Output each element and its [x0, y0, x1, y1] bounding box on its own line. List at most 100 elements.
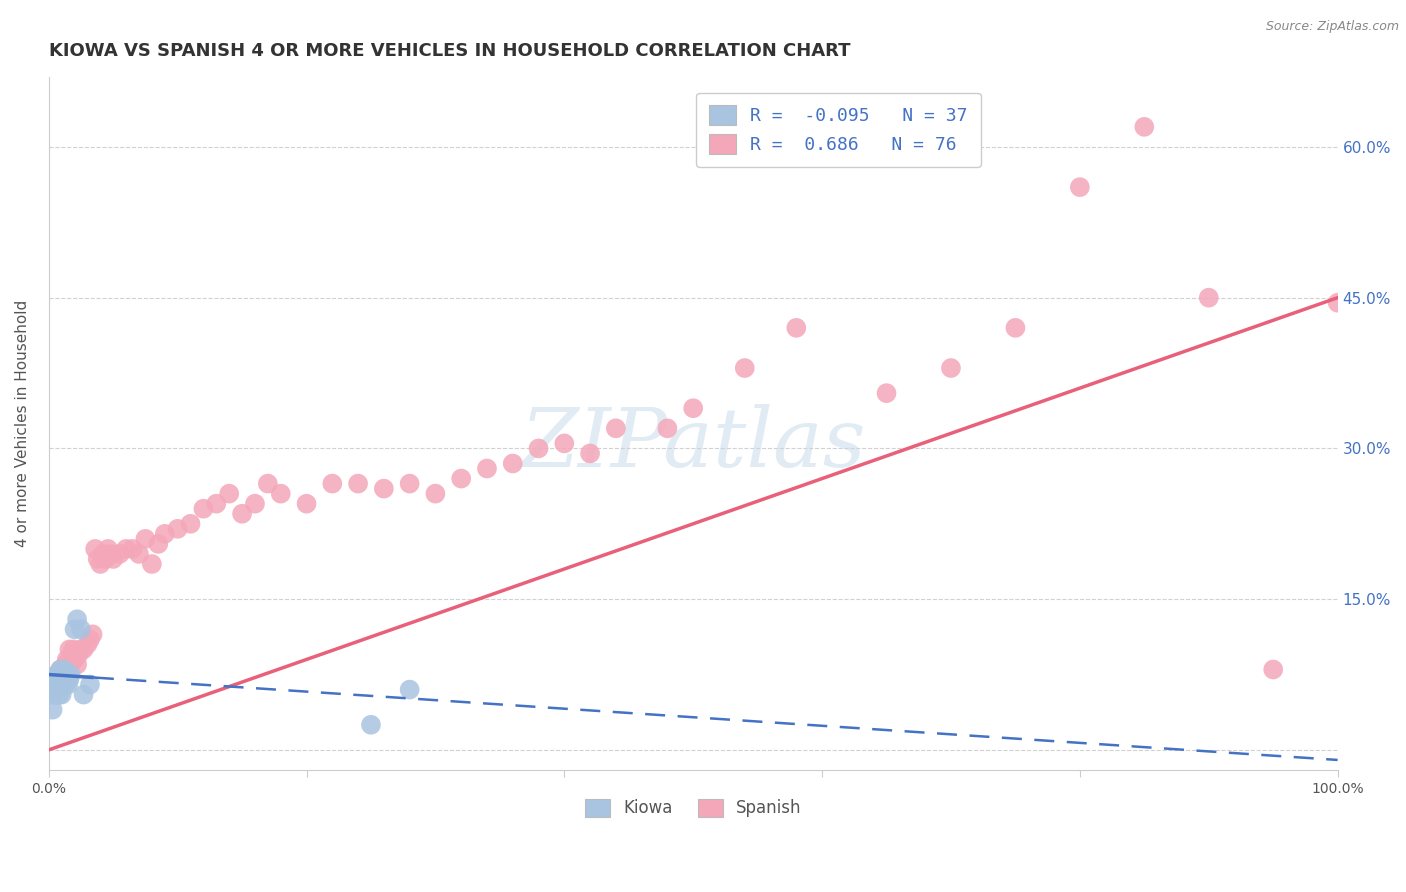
Point	[52, 667, 75, 681]
Point	[373, 482, 395, 496]
Point	[475, 461, 498, 475]
Point	[62, 642, 84, 657]
Point	[1326, 295, 1348, 310]
Point	[63, 623, 86, 637]
Point	[53, 663, 76, 677]
Point	[785, 321, 807, 335]
Point	[270, 486, 292, 500]
Point	[66, 612, 89, 626]
Point	[48, 688, 70, 702]
Point	[49, 663, 72, 677]
Point	[82, 627, 104, 641]
Point	[876, 386, 898, 401]
Point	[41, 688, 63, 702]
Point	[347, 476, 370, 491]
Point	[55, 677, 77, 691]
Point	[42, 677, 65, 691]
Point	[58, 673, 80, 687]
Point	[59, 667, 82, 681]
Point	[79, 677, 101, 691]
Point	[45, 682, 67, 697]
Point	[91, 547, 114, 561]
Point	[527, 442, 550, 456]
Point	[128, 547, 150, 561]
Point	[66, 657, 89, 672]
Point	[44, 673, 66, 687]
Point	[44, 673, 66, 687]
Point	[166, 522, 188, 536]
Point	[734, 361, 756, 376]
Point	[49, 663, 72, 677]
Point	[425, 486, 447, 500]
Text: ZIPatlas: ZIPatlas	[520, 404, 866, 484]
Point	[103, 552, 125, 566]
Point	[450, 472, 472, 486]
Point	[59, 657, 82, 672]
Point	[46, 688, 69, 702]
Point	[46, 667, 69, 681]
Point	[67, 648, 90, 662]
Point	[553, 436, 575, 450]
Point	[1069, 180, 1091, 194]
Point	[84, 541, 107, 556]
Point	[49, 682, 72, 697]
Point	[193, 501, 215, 516]
Point	[51, 677, 73, 691]
Point	[44, 688, 66, 702]
Point	[100, 547, 122, 561]
Point	[45, 682, 67, 697]
Point	[115, 541, 138, 556]
Point	[231, 507, 253, 521]
Point	[55, 657, 77, 672]
Point	[42, 673, 65, 687]
Point	[79, 632, 101, 647]
Point	[70, 623, 93, 637]
Point	[398, 682, 420, 697]
Point	[321, 476, 343, 491]
Point	[939, 361, 962, 376]
Point	[46, 677, 69, 691]
Point	[1263, 663, 1285, 677]
Point	[52, 677, 75, 691]
Point	[63, 652, 86, 666]
Point	[76, 637, 98, 651]
Text: KIOWA VS SPANISH 4 OR MORE VEHICLES IN HOUSEHOLD CORRELATION CHART: KIOWA VS SPANISH 4 OR MORE VEHICLES IN H…	[49, 42, 851, 60]
Point	[65, 648, 87, 662]
Point	[148, 537, 170, 551]
Point	[72, 642, 94, 657]
Point	[153, 526, 176, 541]
Point	[97, 541, 120, 556]
Point	[579, 446, 602, 460]
Point	[141, 557, 163, 571]
Point	[42, 677, 65, 691]
Point	[56, 677, 79, 691]
Point	[218, 486, 240, 500]
Point	[70, 642, 93, 657]
Point	[58, 642, 80, 657]
Point	[52, 667, 75, 681]
Point	[257, 476, 280, 491]
Point	[56, 667, 79, 681]
Legend: Kiowa, Spanish: Kiowa, Spanish	[578, 792, 808, 824]
Point	[48, 673, 70, 687]
Point	[1133, 120, 1156, 134]
Point	[94, 552, 117, 566]
Point	[398, 476, 420, 491]
Point	[360, 718, 382, 732]
Point	[205, 497, 228, 511]
Point	[605, 421, 627, 435]
Point	[56, 663, 79, 677]
Point	[682, 401, 704, 416]
Point	[41, 703, 63, 717]
Point	[48, 677, 70, 691]
Point	[48, 667, 70, 681]
Point	[502, 457, 524, 471]
Point	[60, 648, 83, 662]
Point	[72, 688, 94, 702]
Point	[53, 673, 76, 687]
Point	[87, 552, 110, 566]
Point	[51, 688, 73, 702]
Point	[46, 667, 69, 681]
Point	[134, 532, 156, 546]
Point	[51, 667, 73, 681]
